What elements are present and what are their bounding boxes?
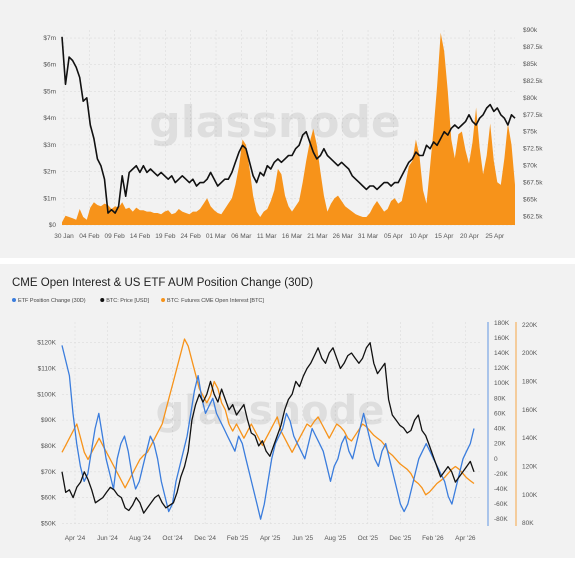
etf-axis-tick: -20K: [494, 471, 508, 478]
etf-position-change-line: [61, 345, 475, 520]
left-axis-tick: $120K: [37, 340, 56, 347]
x-axis-tick: 11 Mar: [257, 233, 278, 240]
x-axis-tick: Oct '25: [358, 535, 379, 542]
x-axis-tick: Feb '25: [227, 535, 249, 542]
legend-marker: [12, 298, 16, 302]
x-axis-tick: 31 Mar: [358, 233, 379, 240]
cme-axis-tick: 200K: [522, 350, 538, 357]
right-axis-tick: $75k: [523, 129, 538, 136]
cme-open-interest-line: [61, 338, 475, 496]
btc-price-line: [61, 342, 475, 514]
etf-axis-tick: 100K: [494, 380, 510, 387]
watermark: glassnode: [156, 388, 385, 434]
etf-axis-tick: 180K: [494, 320, 510, 327]
cme-axis-tick: 80K: [522, 520, 534, 527]
legend-marker: [161, 298, 166, 302]
left-axis-tick: $4m: [43, 115, 56, 122]
left-axis-tick: $100K: [37, 391, 56, 398]
right-axis-tick: $67.5k: [523, 180, 543, 187]
right-axis-tick: $72.5k: [523, 146, 543, 153]
legend-marker: [100, 298, 105, 302]
right-axis-tick: $77.5k: [523, 112, 543, 119]
left-axis-tick: $1m: [43, 195, 56, 202]
etf-axis-tick: 120K: [494, 365, 510, 372]
etf-axis-tick: 140K: [494, 350, 510, 357]
x-axis-tick: Jun '25: [292, 535, 313, 542]
etf-axis-tick: 40K: [494, 426, 506, 433]
etf-axis-tick: 20K: [494, 441, 506, 448]
left-axis-tick: $5m: [43, 88, 56, 95]
right-axis-tick: $85k: [523, 61, 538, 68]
x-axis-tick: 30 Jan: [54, 233, 74, 240]
etf-axis-tick: -40K: [494, 486, 508, 493]
legend-label: ETF Position Change (30D): [18, 298, 86, 304]
left-axis-tick: $3m: [43, 142, 56, 149]
etf-axis-tick: 60K: [494, 410, 506, 417]
cme-axis-tick: 220K: [522, 322, 538, 329]
etf-axis-tick: 160K: [494, 335, 510, 342]
x-axis-tick: 19 Feb: [155, 233, 176, 240]
x-axis-tick: 01 Mar: [206, 233, 227, 240]
x-axis-tick: Oct '24: [162, 535, 183, 542]
etf-axis-tick: -80K: [494, 516, 508, 523]
cme-axis-tick: 160K: [522, 407, 538, 414]
x-axis-tick: 06 Mar: [231, 233, 252, 240]
left-axis-tick: $2m: [43, 169, 56, 176]
cme-axis-tick: 140K: [522, 435, 538, 442]
right-axis-tick: $62.5k: [523, 214, 543, 221]
right-axis-tick: $70k: [523, 163, 538, 170]
x-axis-tick: 24 Feb: [181, 233, 202, 240]
right-axis-tick: $90k: [523, 27, 538, 34]
x-axis-tick: 21 Mar: [307, 233, 328, 240]
x-axis-tick: Feb '26: [422, 535, 444, 542]
x-axis-tick: 10 Apr: [409, 233, 429, 240]
legend-label: BTC: Futures CME Open Interest [BTC]: [167, 298, 264, 304]
x-axis-tick: Apr '25: [260, 535, 281, 542]
x-axis-tick: 15 Apr: [435, 233, 455, 240]
etf-axis-tick: 0: [494, 456, 498, 463]
right-axis-tick: $65k: [523, 197, 538, 204]
x-axis-tick: Apr '24: [65, 535, 86, 542]
left-axis-tick: $50K: [41, 520, 57, 527]
left-axis-tick: $70K: [41, 469, 57, 476]
left-axis-tick: $7m: [43, 35, 56, 42]
x-axis-tick: 09 Feb: [105, 233, 126, 240]
x-axis-tick: 26 Mar: [333, 233, 354, 240]
cme-etf-chart: CME Open Interest & US ETF AUM Position …: [12, 277, 538, 542]
cme-axis-tick: 100K: [522, 492, 538, 499]
x-axis-tick: Apr '26: [455, 535, 476, 542]
x-axis-tick: Jun '24: [97, 535, 118, 542]
x-axis-tick: 05 Apr: [384, 233, 404, 240]
price-ratio-chart: glassnode $0 $1m $2m $3m $4m $5m $6m $7m $62.5k…: [43, 27, 543, 240]
x-axis-tick: Dec '24: [194, 535, 216, 542]
line-series-btc-price: [61, 36, 516, 214]
x-axis-tick: 25 Apr: [485, 233, 505, 240]
cme-axis-tick: 180K: [522, 379, 538, 386]
x-axis-tick: Aug '24: [129, 535, 151, 542]
x-axis-tick: 04 Feb: [79, 233, 100, 240]
left-axis-tick: $0: [49, 222, 57, 229]
legend-label: BTC: Price [USD]: [106, 298, 149, 304]
cme-etf-chart-panel: CME Open Interest & US ETF AUM Position …: [0, 264, 575, 558]
x-axis-tick: 20 Apr: [460, 233, 480, 240]
right-axis-tick: $80k: [523, 95, 538, 102]
x-axis-tick: 16 Mar: [282, 233, 303, 240]
etf-axis-tick: -60K: [494, 501, 508, 508]
left-axis-tick: $60K: [41, 495, 57, 502]
right-axis-tick: $82.5k: [523, 78, 543, 85]
x-axis-tick: Dec '25: [389, 535, 411, 542]
left-axis-tick: $80K: [41, 443, 57, 450]
watermark: glassnode: [149, 97, 401, 148]
left-axis-tick: $90K: [41, 417, 57, 424]
right-axis-tick: $87.5k: [523, 44, 543, 51]
x-axis-tick: Aug '25: [324, 535, 346, 542]
x-axis-tick: 14 Feb: [130, 233, 151, 240]
chart-title: CME Open Interest & US ETF AUM Position …: [12, 277, 313, 289]
etf-axis-tick: 80K: [494, 395, 506, 402]
price-ratio-chart-panel: glassnode $0 $1m $2m $3m $4m $5m $6m $7m $62.5k…: [0, 0, 575, 258]
left-axis-tick: $110K: [38, 365, 57, 372]
left-axis-tick: $6m: [43, 62, 56, 69]
cme-axis-tick: 120K: [522, 464, 538, 471]
